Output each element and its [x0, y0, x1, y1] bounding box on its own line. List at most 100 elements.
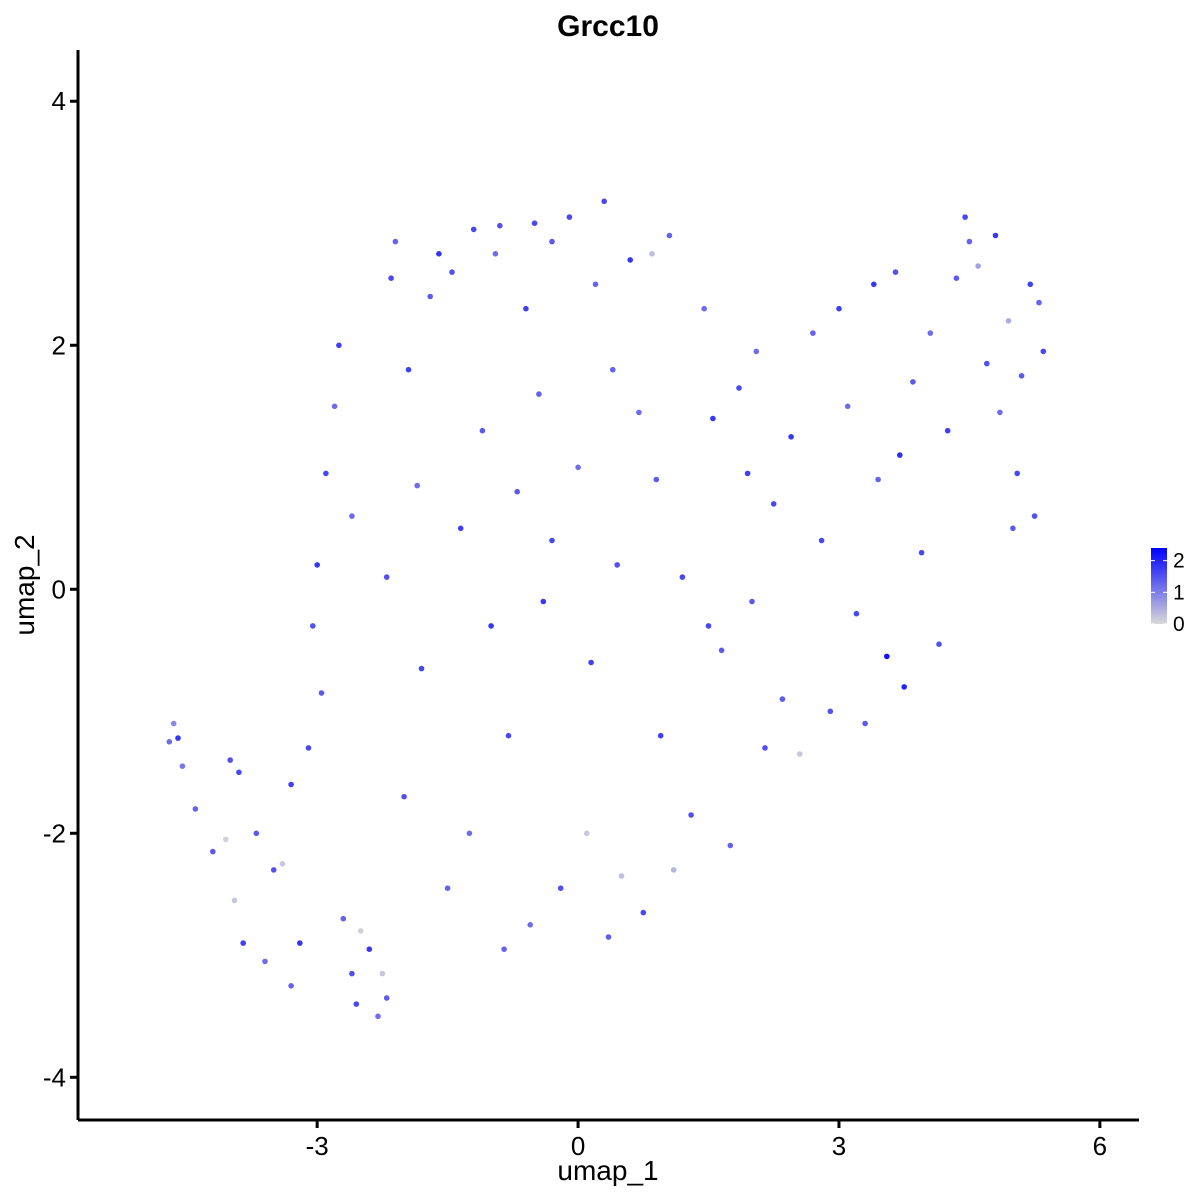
data-point	[770, 501, 777, 507]
data-point	[236, 769, 242, 776]
colorbar	[1151, 548, 1167, 624]
data-point	[379, 970, 386, 977]
data-point	[449, 269, 455, 275]
data-point	[192, 806, 199, 812]
data-point	[497, 222, 503, 229]
data-point	[797, 751, 803, 757]
data-point	[383, 995, 390, 1001]
x-tick-label: 0	[571, 1131, 585, 1161]
x-ticks: -3 0 3 6	[306, 1120, 1107, 1161]
data-point	[170, 720, 177, 727]
data-point	[588, 659, 594, 666]
data-point	[466, 830, 473, 837]
data-point	[514, 488, 520, 495]
data-point	[166, 739, 173, 745]
data-point	[679, 574, 686, 580]
data-point	[336, 342, 342, 349]
data-point	[779, 696, 786, 702]
data-point	[601, 198, 607, 205]
data-point	[297, 940, 303, 946]
data-point	[501, 946, 507, 952]
data-point	[670, 867, 677, 873]
data-point	[227, 757, 233, 763]
data-point	[736, 385, 742, 391]
data-point	[649, 251, 655, 257]
data-point	[762, 745, 768, 751]
data-point	[1031, 513, 1038, 519]
data-point	[436, 251, 442, 257]
data-point	[853, 610, 860, 617]
data-point	[231, 897, 238, 904]
data-point	[349, 513, 355, 519]
data-point	[340, 915, 347, 922]
data-point	[727, 842, 734, 849]
data-point	[592, 281, 599, 288]
data-point	[405, 366, 412, 373]
data-point	[610, 366, 616, 373]
data-point	[844, 403, 851, 410]
data-point	[1036, 299, 1042, 306]
data-point	[718, 647, 725, 654]
data-point	[944, 427, 951, 434]
data-point	[418, 665, 425, 672]
data-point	[575, 464, 581, 471]
data-point	[744, 470, 751, 477]
data-point	[1014, 470, 1020, 477]
data-point	[953, 275, 960, 282]
data-point	[749, 598, 755, 605]
data-point	[492, 251, 499, 257]
data-point	[414, 482, 421, 489]
data-point	[584, 830, 590, 837]
y-tick-label: 0	[52, 574, 66, 604]
data-point	[605, 934, 612, 940]
data-point	[392, 238, 399, 245]
data-point	[175, 735, 181, 741]
data-point	[936, 641, 942, 647]
data-point	[288, 983, 294, 989]
data-point	[549, 238, 555, 245]
data-point	[566, 214, 573, 220]
data-point	[479, 427, 486, 434]
data-point	[253, 830, 260, 837]
data-point	[375, 1013, 381, 1020]
data-point	[223, 836, 229, 843]
data-point	[323, 470, 329, 477]
data-point	[753, 348, 760, 355]
color-legend: 0 1 2	[1151, 548, 1185, 636]
data-point	[992, 232, 999, 239]
data-point	[527, 922, 533, 928]
data-point	[488, 623, 494, 629]
data-point	[827, 708, 834, 715]
data-point	[653, 476, 660, 483]
x-tick-label: 3	[832, 1131, 846, 1161]
y-tick-label: 4	[52, 86, 66, 116]
data-point	[975, 263, 981, 269]
data-point	[618, 873, 625, 879]
data-point	[270, 867, 277, 873]
data-point	[614, 562, 620, 568]
data-point	[536, 391, 542, 397]
data-point	[897, 452, 903, 458]
data-point	[318, 690, 325, 696]
data-point	[688, 812, 694, 818]
data-point	[314, 562, 321, 568]
y-axis-title: umap_2	[9, 534, 40, 635]
data-point	[640, 909, 647, 916]
data-point	[549, 537, 555, 544]
data-point	[701, 305, 707, 312]
data-point	[427, 293, 434, 300]
data-point	[210, 848, 216, 855]
data-point	[349, 970, 355, 977]
data-point	[383, 574, 390, 580]
chart-title: Grcc10	[557, 10, 659, 43]
data-point	[401, 793, 407, 800]
data-point	[818, 537, 825, 544]
x-axis-title: umap_1	[557, 1155, 658, 1186]
data-point	[557, 885, 564, 891]
data-point	[240, 940, 246, 946]
data-point	[357, 928, 364, 934]
data-point	[540, 598, 547, 605]
y-tick-label: -2	[43, 818, 66, 848]
data-point	[810, 330, 816, 336]
data-point	[470, 226, 477, 233]
